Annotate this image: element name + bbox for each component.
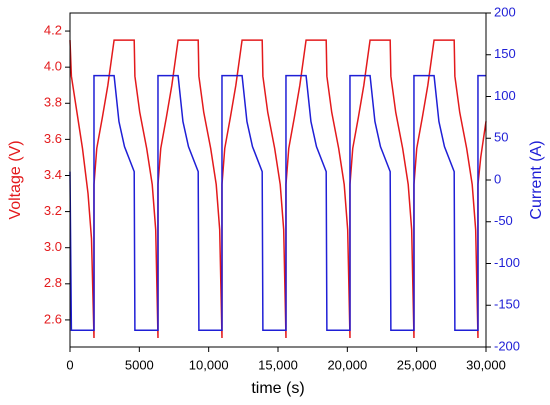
y2-tick-label: -50 [494,213,513,228]
y-tick-label: 4.2 [44,22,62,37]
y2-tick-label: 50 [494,130,508,145]
x-tick-label: 20,000 [327,357,367,372]
y-tick-label: 2.8 [44,275,62,290]
y2-tick-label: 150 [494,46,516,61]
y2-axis-title: Current (A) [528,140,545,219]
x-tick-label: 5000 [125,357,154,372]
x-axis-title: time (s) [251,380,304,397]
series-line [69,39,487,338]
x-tick-label: 10,000 [189,357,229,372]
plot-frame [69,12,487,348]
y2-tick-label: 0 [494,171,501,186]
x-tick-label: 0 [66,357,73,372]
y-tick-label: 4.0 [44,59,62,74]
y2-tick-label: 200 [494,4,516,19]
y-tick-label: 2.6 [44,311,62,326]
y-tick-label: 3.4 [44,167,62,182]
y2-tick-label: -150 [494,297,520,312]
series-line [69,74,486,332]
y-axis-title: Voltage (V) [7,140,24,219]
x-tick-label: 15,000 [258,357,298,372]
y-tick-label: 3.6 [44,131,62,146]
y2-tick-label: -200 [494,338,520,353]
y2-tick-label: -100 [494,255,520,270]
y-tick-label: 3.8 [44,95,62,110]
x-tick-label: 25,000 [397,357,437,372]
y2-tick-label: 100 [494,88,516,103]
y-tick-label: 3.2 [44,203,62,218]
x-tick-label: 30,000 [466,357,506,372]
y-tick-label: 3.0 [44,239,62,254]
